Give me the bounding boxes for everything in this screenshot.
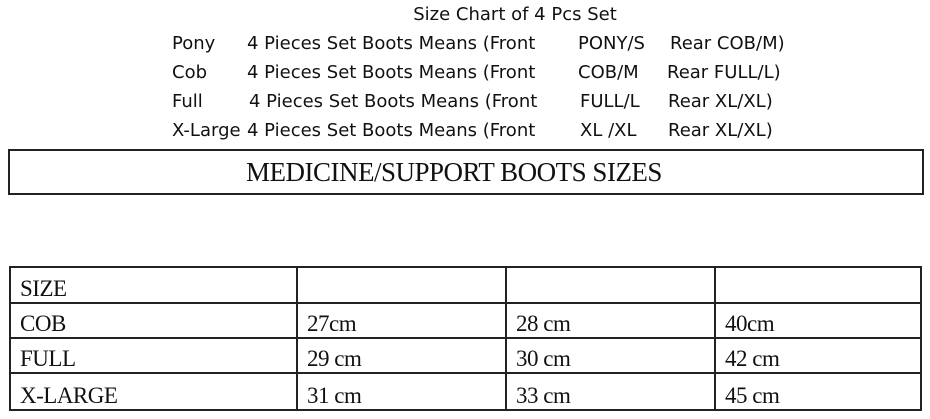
table-cell: 30 cm — [505, 337, 716, 374]
set-front: XL /XL — [580, 120, 637, 141]
table-row: FULL 29 cm 30 cm 42 cm — [9, 337, 922, 374]
table-cell: 28 cm — [505, 302, 716, 339]
set-rear: Rear COB/M) — [670, 33, 785, 54]
table-cell: 27cm — [296, 302, 507, 339]
set-desc: 4 Pieces Set Boots Means (Front — [249, 91, 538, 112]
table-cell: 29 cm — [296, 337, 507, 374]
set-desc: 4 Pieces Set Boots Means (Front — [247, 62, 536, 83]
set-rear: Rear FULL/L) — [667, 62, 781, 83]
table-cell: 45 cm — [714, 372, 922, 411]
size-table: SIZE COB 27cm 28 cm 40cm FULL 29 cm 30 c… — [9, 266, 922, 411]
table-row: COB 27cm 28 cm 40cm — [9, 302, 922, 339]
size-chart-title: Size Chart of 4 Pcs Set — [413, 4, 617, 25]
set-name: Full — [172, 91, 203, 112]
set-desc: 4 Pieces Set Boots Means (Front — [247, 120, 536, 141]
set-desc: 4 Pieces Set Boots Means (Front — [247, 33, 536, 54]
table-header-row: SIZE — [9, 266, 922, 304]
set-front: COB/M — [578, 62, 639, 83]
table-cell — [296, 266, 507, 304]
set-name: X-Large — [172, 120, 241, 141]
table-cell: 40cm — [714, 302, 922, 339]
table-row: X-LARGE 31 cm 33 cm 45 cm — [9, 372, 922, 411]
table-cell: COB — [9, 302, 298, 339]
boots-sizes-banner: MEDICINE/SUPPORT BOOTS SIZES — [8, 149, 924, 195]
table-cell: X-LARGE — [9, 372, 298, 411]
table-cell — [714, 266, 922, 304]
set-rear: Rear XL/XL) — [668, 91, 773, 112]
table-cell: 33 cm — [505, 372, 716, 411]
set-name: Pony — [172, 33, 216, 54]
table-cell: FULL — [9, 337, 298, 374]
table-cell: 42 cm — [714, 337, 922, 374]
set-front: FULL/L — [580, 91, 640, 112]
set-rear: Rear XL/XL) — [668, 120, 773, 141]
table-cell: SIZE — [9, 266, 298, 304]
banner-title: MEDICINE/SUPPORT BOOTS SIZES — [246, 157, 662, 187]
set-front: PONY/S — [578, 33, 645, 54]
table-cell: 31 cm — [296, 372, 507, 411]
table-cell — [505, 266, 716, 304]
set-name: Cob — [172, 62, 208, 83]
